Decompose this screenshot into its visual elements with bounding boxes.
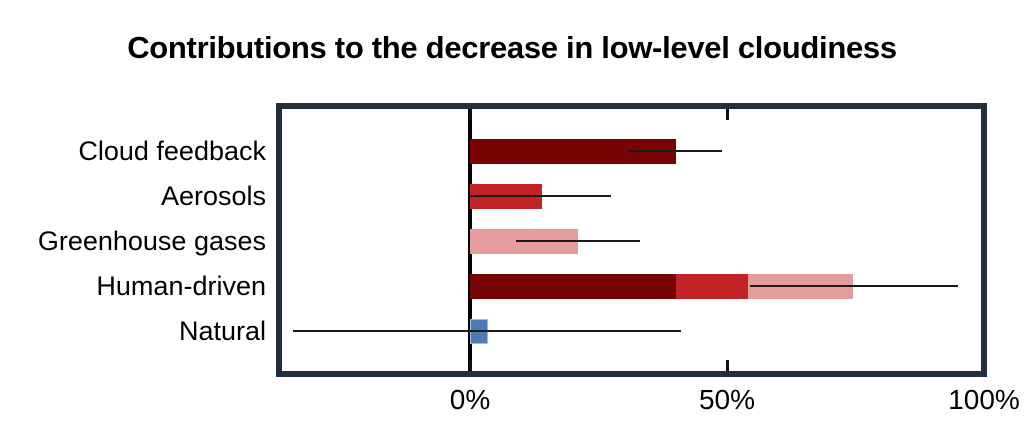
error-bar — [516, 239, 640, 243]
error-bar — [470, 194, 612, 198]
x-tick-label: 0% — [449, 384, 491, 415]
x-tick-label: 100% — [948, 384, 1020, 415]
error-bar — [629, 149, 722, 153]
axis-tick — [725, 109, 729, 120]
x-tick-label: 50% — [698, 384, 756, 415]
y-category-label: Human-driven — [96, 271, 266, 301]
axis-tick — [725, 360, 729, 371]
error-bar — [292, 329, 681, 333]
bar-segment-cloud-feedback — [470, 273, 676, 299]
y-category-label: Natural — [178, 316, 266, 346]
chart-title: Contributions to the decrease in low-lev… — [127, 30, 897, 65]
axis-tick — [468, 360, 472, 371]
y-category-label: Greenhouse gases — [37, 226, 266, 256]
bar-segment-aerosols — [675, 273, 748, 299]
error-bar — [750, 284, 959, 288]
plot-area — [282, 109, 981, 371]
axis-tick — [468, 109, 472, 120]
y-category-label: Aerosols — [160, 181, 266, 211]
y-category-label: Cloud feedback — [78, 136, 266, 166]
plot-frame — [276, 103, 987, 377]
